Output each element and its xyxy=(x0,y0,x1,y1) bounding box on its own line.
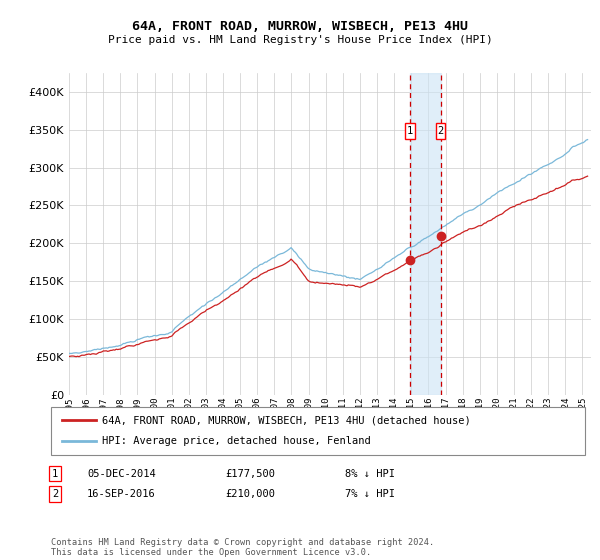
Text: 64A, FRONT ROAD, MURROW, WISBECH, PE13 4HU: 64A, FRONT ROAD, MURROW, WISBECH, PE13 4… xyxy=(132,20,468,32)
Text: 7% ↓ HPI: 7% ↓ HPI xyxy=(345,489,395,499)
Text: Price paid vs. HM Land Registry's House Price Index (HPI): Price paid vs. HM Land Registry's House … xyxy=(107,35,493,45)
Text: £210,000: £210,000 xyxy=(225,489,275,499)
Text: Contains HM Land Registry data © Crown copyright and database right 2024.
This d: Contains HM Land Registry data © Crown c… xyxy=(51,538,434,557)
Text: 64A, FRONT ROAD, MURROW, WISBECH, PE13 4HU (detached house): 64A, FRONT ROAD, MURROW, WISBECH, PE13 4… xyxy=(102,416,471,426)
Bar xyxy=(436,123,445,139)
Text: 2: 2 xyxy=(52,489,58,499)
Text: 16-SEP-2016: 16-SEP-2016 xyxy=(87,489,156,499)
Text: 05-DEC-2014: 05-DEC-2014 xyxy=(87,469,156,479)
Bar xyxy=(405,123,415,139)
Text: 8% ↓ HPI: 8% ↓ HPI xyxy=(345,469,395,479)
Text: HPI: Average price, detached house, Fenland: HPI: Average price, detached house, Fenl… xyxy=(102,436,371,446)
Bar xyxy=(410,73,440,395)
Text: £177,500: £177,500 xyxy=(225,469,275,479)
Text: 1: 1 xyxy=(407,126,413,136)
Text: 2: 2 xyxy=(437,126,443,136)
Text: 1: 1 xyxy=(52,469,58,479)
